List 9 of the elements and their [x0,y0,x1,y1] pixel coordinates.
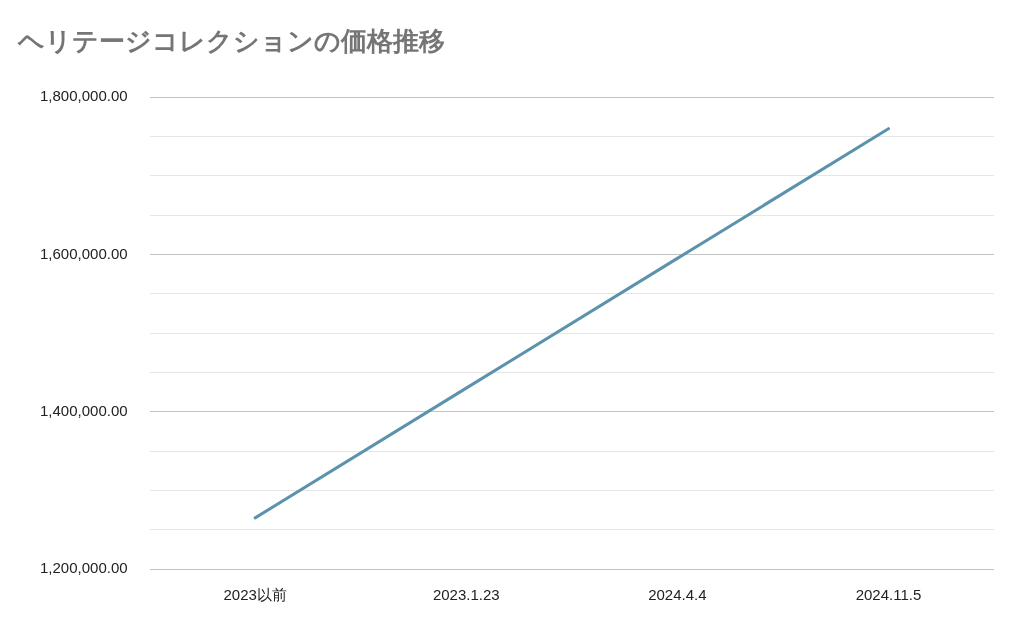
chart-title: ヘリテージコレクションの価格推移 [17,26,445,57]
y-tick-label: 1,600,000.00 [39,244,128,262]
x-tick-label: 2023以前 [223,586,287,604]
y-tick-label: 1,200,000.00 [39,559,128,577]
x-tick-label: 2024.11.5 [855,586,922,604]
y-tick-label: 1,400,000.00 [39,401,128,419]
y-tick-label: 1,800,000.00 [39,87,128,105]
x-tick-label: 2023.1.23 [432,586,500,604]
x-tick-label: 2024.4.4 [648,586,707,604]
